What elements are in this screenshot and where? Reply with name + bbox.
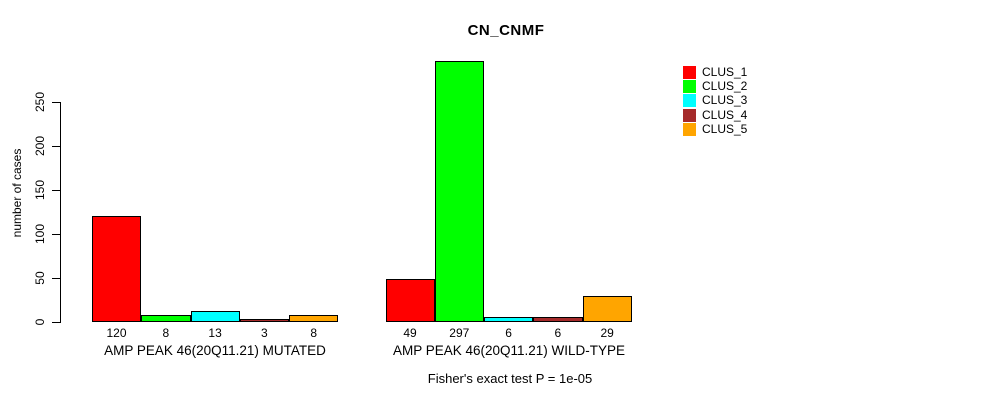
bar-value-label: 6 — [554, 326, 562, 340]
bar-value-label: 8 — [310, 326, 318, 340]
legend-swatch-icon — [683, 80, 696, 94]
bar-clus_2-group2 — [434, 60, 485, 322]
y-axis-title: number of cases — [10, 148, 24, 238]
y-tick-label: 50 — [33, 271, 47, 285]
y-tick-mark — [52, 189, 60, 191]
category-label-wild-type: AMP PEAK 46(20Q11.21) WILD-TYPE — [392, 343, 626, 358]
legend-label: CLUS_2 — [702, 79, 748, 94]
legend-swatch-icon — [683, 108, 696, 122]
legend-label: CLUS_1 — [702, 64, 748, 79]
y-tick-mark — [52, 233, 60, 235]
legend-swatch-icon — [683, 123, 696, 137]
bar-clus_5-group1 — [289, 314, 339, 322]
y-axis-line — [60, 102, 61, 323]
y-tick-mark — [52, 321, 60, 323]
bar-value-label: 6 — [505, 326, 512, 340]
legend-label: CLUS_3 — [702, 93, 748, 108]
y-tick-mark — [52, 145, 60, 147]
legend: CLUS_1 CLUS_2 CLUS_3 CLUS_4 CLUS_5 — [683, 65, 747, 137]
bar-clus_1-group2 — [385, 278, 435, 322]
bar-value-label: 120 — [106, 326, 127, 340]
y-tick-mark — [52, 277, 60, 279]
legend-label: CLUS_5 — [702, 122, 748, 137]
y-tick-label: 0 — [33, 318, 47, 326]
bar-clus_1-group1 — [92, 216, 142, 322]
bar-value-label: 3 — [261, 326, 268, 340]
legend-item-clus_5: CLUS_5 — [683, 123, 747, 137]
y-tick-label: 250 — [33, 91, 47, 113]
bar-value-label: 29 — [600, 326, 614, 340]
legend-item-clus_3: CLUS_3 — [683, 94, 747, 108]
y-tick-mark — [52, 101, 60, 103]
bar-clus_4-group1 — [239, 319, 290, 322]
bar-value-label: 13 — [208, 326, 222, 340]
y-tick-label: 200 — [33, 135, 47, 157]
bar-clus_2-group1 — [141, 314, 191, 322]
bar-value-label: 8 — [162, 326, 170, 340]
legend-swatch-icon — [683, 94, 696, 108]
bar-clus_4-group2 — [533, 316, 583, 322]
bar-clus_3-group1 — [190, 310, 240, 322]
legend-item-clus_4: CLUS_4 — [683, 108, 747, 122]
category-label-mutated: AMP PEAK 46(20Q11.21) MUTATED — [104, 343, 326, 358]
fisher-test-annotation: Fisher's exact test P = 1e-05 — [427, 371, 593, 386]
legend-item-clus_1: CLUS_1 — [683, 65, 747, 79]
bar-value-label: 49 — [403, 326, 417, 340]
legend-swatch-icon — [683, 65, 696, 79]
legend-item-clus_2: CLUS_2 — [683, 79, 748, 94]
bar-clus_3-group2 — [484, 316, 534, 322]
chart-title: CN_CNMF — [467, 22, 545, 39]
legend-label: CLUS_4 — [702, 107, 748, 122]
y-tick-label: 150 — [33, 179, 47, 201]
bar-clus_5-group2 — [582, 296, 632, 322]
bar-value-label: 297 — [449, 326, 470, 340]
y-tick-label: 100 — [33, 223, 47, 245]
